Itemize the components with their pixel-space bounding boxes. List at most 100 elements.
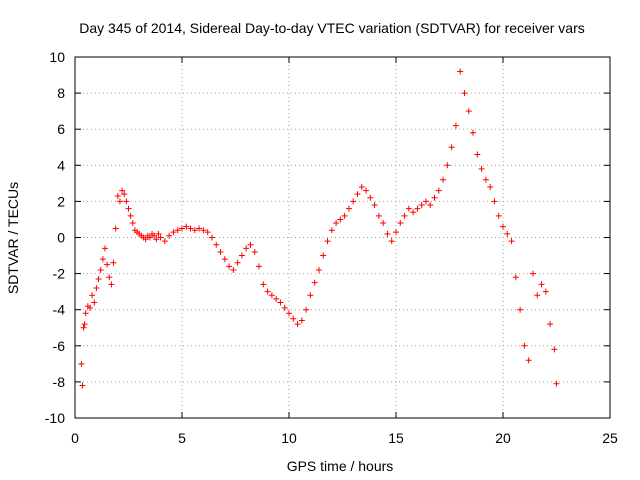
data-point (435, 187, 442, 194)
data-point (350, 198, 357, 205)
data-point (363, 187, 370, 194)
data-point (112, 225, 119, 232)
data-point (504, 230, 511, 237)
data-point (116, 198, 123, 205)
data-point (127, 212, 134, 219)
data-point (142, 236, 149, 243)
data-point (384, 230, 391, 237)
data-point (333, 220, 340, 227)
data-point (273, 295, 280, 302)
x-tick-label: 5 (178, 430, 186, 446)
data-point (101, 245, 108, 252)
data-point (123, 198, 130, 205)
data-point (303, 306, 310, 313)
y-tick-label: 6 (57, 121, 65, 137)
y-tick-label: 4 (57, 157, 65, 173)
data-point (80, 324, 87, 331)
data-point (187, 225, 194, 232)
data-point (99, 256, 106, 263)
data-point (431, 194, 438, 201)
data-point (491, 198, 498, 205)
data-point (81, 321, 88, 328)
data-point (393, 229, 399, 236)
data-point (401, 212, 408, 219)
data-point (521, 342, 528, 349)
data-point (422, 198, 429, 205)
data-point (461, 90, 468, 97)
data-point (307, 292, 314, 299)
data-point (311, 279, 318, 286)
data-point (91, 299, 98, 306)
data-point (260, 281, 267, 288)
y-tick-label: -6 (53, 338, 66, 354)
data-point (487, 183, 494, 190)
data-point (217, 248, 224, 255)
data-point (324, 238, 331, 245)
data-point (534, 292, 541, 299)
data-point (388, 238, 395, 245)
data-point (525, 357, 532, 364)
data-point (553, 380, 560, 387)
data-point (213, 241, 220, 248)
data-point (251, 248, 258, 255)
data-point (86, 304, 93, 311)
y-tick-label: 8 (57, 85, 65, 101)
data-point (551, 346, 558, 353)
y-tick-label: -4 (53, 302, 66, 318)
data-point (448, 144, 455, 151)
data-point (104, 261, 111, 268)
data-point (89, 292, 96, 299)
data-point (542, 288, 549, 295)
x-axis-label: GPS time / hours (287, 458, 394, 474)
data-point (315, 266, 322, 273)
data-point (354, 191, 361, 198)
y-tick-label: 0 (57, 230, 65, 246)
data-point (465, 108, 472, 115)
data-point (264, 288, 271, 295)
data-point (410, 209, 417, 216)
data-point (482, 176, 489, 183)
data-point (418, 202, 425, 209)
data-point (93, 285, 100, 292)
data-point (161, 238, 168, 245)
data-point (125, 205, 132, 212)
data-point (457, 68, 464, 75)
y-tick-label: -2 (53, 266, 66, 282)
data-point (108, 281, 115, 288)
data-point (452, 122, 459, 129)
data-point (196, 225, 203, 232)
data-point (179, 225, 185, 232)
data-point (204, 229, 211, 236)
data-point (508, 238, 515, 245)
data-point (191, 227, 198, 234)
data-point (529, 270, 536, 277)
data-point (345, 205, 352, 212)
data-point (380, 220, 387, 227)
x-tick-label: 25 (602, 430, 618, 446)
data-point (358, 183, 365, 190)
data-point (290, 315, 297, 322)
data-point (277, 299, 284, 306)
data-point (170, 229, 177, 236)
data-point (405, 205, 412, 212)
y-tick-label: 2 (57, 193, 65, 209)
y-axis-label: SDTVAR / TECUs (5, 182, 21, 294)
data-point (397, 220, 404, 227)
data-point (155, 230, 162, 237)
data-point (337, 216, 344, 223)
data-point (226, 263, 233, 270)
data-point (174, 227, 181, 234)
data-point (230, 266, 237, 273)
data-point (166, 232, 173, 239)
data-point (110, 259, 117, 266)
grid (75, 57, 610, 418)
data-point (78, 360, 85, 367)
y-tick-label: -10 (45, 410, 65, 426)
data-point (106, 274, 113, 281)
data-point (119, 187, 126, 194)
x-tick-label: 0 (71, 430, 79, 446)
data-point (286, 310, 292, 317)
data-point (341, 212, 348, 219)
data-point (247, 241, 254, 248)
